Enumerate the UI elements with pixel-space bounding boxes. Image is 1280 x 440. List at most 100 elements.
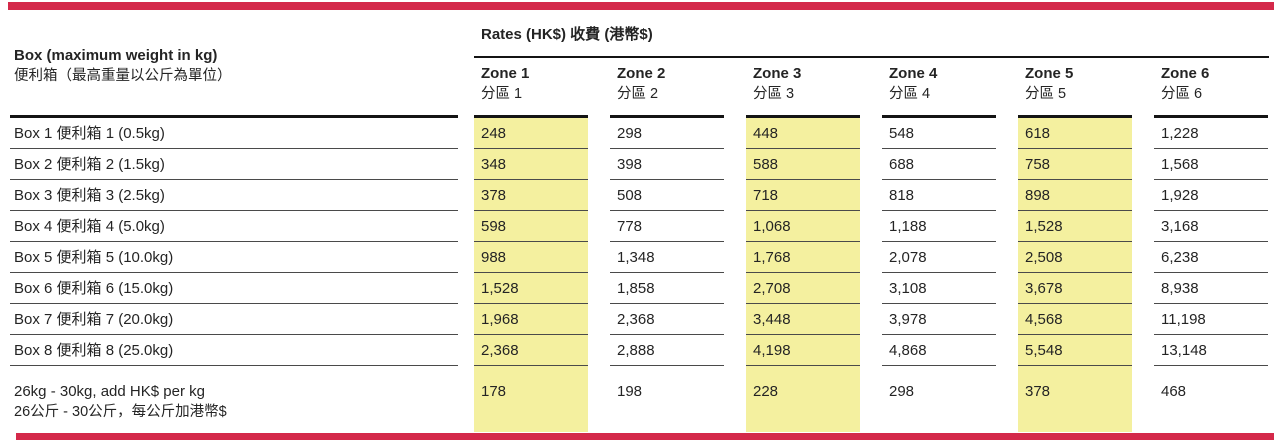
zone-header-en: Zone 2 bbox=[617, 65, 666, 82]
top-accent-bar bbox=[8, 2, 1274, 10]
row-label-en: 26kg - 30kg, add HK$ per kg bbox=[14, 383, 205, 400]
rate-cell: 818 bbox=[882, 180, 996, 211]
rate-cell: 1,228 bbox=[1154, 118, 1268, 149]
rate-cell: 1,068 bbox=[746, 211, 860, 242]
rate-cell: 6,238 bbox=[1154, 242, 1268, 273]
rate-cell: 1,568 bbox=[1154, 149, 1268, 180]
rate-cell: 378 bbox=[474, 180, 588, 211]
rate-cell: 1,858 bbox=[610, 273, 724, 304]
rate-cell: 4,868 bbox=[882, 335, 996, 366]
rate-cell: 598 bbox=[474, 211, 588, 242]
zone-3-highlight-column bbox=[746, 118, 860, 432]
rate-cell: 3,448 bbox=[746, 304, 860, 335]
zone-header-1: Zone 1 分區 1 bbox=[481, 64, 529, 105]
rate-cell: 298 bbox=[610, 118, 724, 149]
bottom-accent-bar bbox=[16, 433, 1274, 440]
rate-cell: 718 bbox=[746, 180, 860, 211]
label-column-topline bbox=[10, 115, 458, 118]
row-label: Box 3 便利箱 3 (2.5kg) bbox=[10, 180, 458, 211]
row-label: Box 5 便利箱 5 (10.0kg) bbox=[10, 242, 458, 273]
zone-column-topline bbox=[1154, 115, 1268, 118]
rate-cell: 378 bbox=[1025, 383, 1051, 400]
zone-column-topline bbox=[882, 115, 996, 118]
rate-cell: 3,108 bbox=[882, 273, 996, 304]
rate-cell: 1,528 bbox=[474, 273, 588, 304]
rate-cell: 3,168 bbox=[1154, 211, 1268, 242]
rate-cell: 13,148 bbox=[1154, 335, 1268, 366]
rate-cell: 468 bbox=[1161, 383, 1187, 400]
rate-cell: 1,928 bbox=[1154, 180, 1268, 211]
rate-cell: 2,888 bbox=[610, 335, 724, 366]
rate-cell: 3,978 bbox=[882, 304, 996, 335]
rate-cell: 2,708 bbox=[746, 273, 860, 304]
zone-header-en: Zone 5 bbox=[1025, 65, 1074, 82]
zone-header-3: Zone 3 分區 3 bbox=[753, 64, 801, 105]
zone-header-zh: 分區 2 bbox=[617, 86, 659, 102]
zone-column-topline bbox=[474, 115, 588, 118]
rate-cell: 898 bbox=[1018, 180, 1132, 211]
rate-cell: 298 bbox=[889, 383, 915, 400]
row-label: Box 4 便利箱 4 (5.0kg) bbox=[10, 211, 458, 242]
zone-header-en: Zone 1 bbox=[481, 65, 530, 82]
rate-cell: 2,508 bbox=[1018, 242, 1132, 273]
rates-header-underline bbox=[474, 56, 1269, 58]
zone-header-zh: 分區 6 bbox=[1161, 86, 1203, 102]
rate-cell: 1,768 bbox=[746, 242, 860, 273]
rate-cell: 2,368 bbox=[474, 335, 588, 366]
rate-cell: 5,548 bbox=[1018, 335, 1132, 366]
rate-cell: 1,968 bbox=[474, 304, 588, 335]
zone-header-6: Zone 6 分區 6 bbox=[1161, 64, 1209, 105]
rate-cell: 2,368 bbox=[610, 304, 724, 335]
zone-header-zh: 分區 5 bbox=[1025, 86, 1067, 102]
zone-1-highlight-column bbox=[474, 118, 588, 432]
rates-header: Rates (HK$) 收費 (港幣$) bbox=[481, 26, 653, 43]
zone-column-topline bbox=[746, 115, 860, 118]
zone-header-zh: 分區 4 bbox=[889, 86, 931, 102]
rate-cell: 1,348 bbox=[610, 242, 724, 273]
zone-header-2: Zone 2 分區 2 bbox=[617, 64, 665, 105]
rate-cell: 3,678 bbox=[1018, 273, 1132, 304]
rate-cell: 11,198 bbox=[1154, 304, 1268, 335]
zone-header-en: Zone 6 bbox=[1161, 65, 1210, 82]
rate-cell: 618 bbox=[1018, 118, 1132, 149]
row-label: Box 2 便利箱 2 (1.5kg) bbox=[10, 149, 458, 180]
rate-cell: 198 bbox=[617, 383, 643, 400]
rate-cell: 398 bbox=[610, 149, 724, 180]
row-label-zh: 26公斤 - 30公斤，每公斤加港幣$ bbox=[14, 404, 227, 420]
rate-cell: 588 bbox=[746, 149, 860, 180]
zone-header-zh: 分區 1 bbox=[481, 86, 523, 102]
rate-cell: 2,078 bbox=[882, 242, 996, 273]
zone-5-highlight-column bbox=[1018, 118, 1132, 432]
rate-cell: 348 bbox=[474, 149, 588, 180]
rate-cell: 228 bbox=[753, 383, 779, 400]
zone-column-topline bbox=[1018, 115, 1132, 118]
rate-cell: 248 bbox=[474, 118, 588, 149]
rate-cell: 548 bbox=[882, 118, 996, 149]
rate-cell: 4,198 bbox=[746, 335, 860, 366]
zone-column-topline bbox=[610, 115, 724, 118]
box-header-zh: 便利箱（最高重量以公斤為單位） bbox=[14, 68, 232, 84]
rate-cell: 758 bbox=[1018, 149, 1132, 180]
row-label: Box 1 便利箱 1 (0.5kg) bbox=[10, 118, 458, 149]
rate-cell: 988 bbox=[474, 242, 588, 273]
zone-header-4: Zone 4 分區 4 bbox=[889, 64, 937, 105]
rate-cell: 688 bbox=[882, 149, 996, 180]
box-header: Box (maximum weight in kg) 便利箱（最高重量以公斤為單… bbox=[14, 46, 232, 86]
zone-header-zh: 分區 3 bbox=[753, 86, 795, 102]
zone-header-en: Zone 3 bbox=[753, 65, 802, 82]
zone-header-en: Zone 4 bbox=[889, 65, 938, 82]
row-label: 26kg - 30kg, add HK$ per kg 26公斤 - 30公斤，每… bbox=[10, 366, 458, 433]
rate-cell: 4,568 bbox=[1018, 304, 1132, 335]
zone-header-5: Zone 5 分區 5 bbox=[1025, 64, 1073, 105]
rate-cell: 1,528 bbox=[1018, 211, 1132, 242]
rate-cell: 8,938 bbox=[1154, 273, 1268, 304]
row-label: Box 8 便利箱 8 (25.0kg) bbox=[10, 335, 458, 366]
rate-cell: 508 bbox=[610, 180, 724, 211]
row-label: Box 7 便利箱 7 (20.0kg) bbox=[10, 304, 458, 335]
box-header-en: Box (maximum weight in kg) bbox=[14, 47, 218, 64]
rate-cell: 1,188 bbox=[882, 211, 996, 242]
rate-cell: 448 bbox=[746, 118, 860, 149]
rate-cell: 178 bbox=[481, 383, 507, 400]
rate-cell: 778 bbox=[610, 211, 724, 242]
